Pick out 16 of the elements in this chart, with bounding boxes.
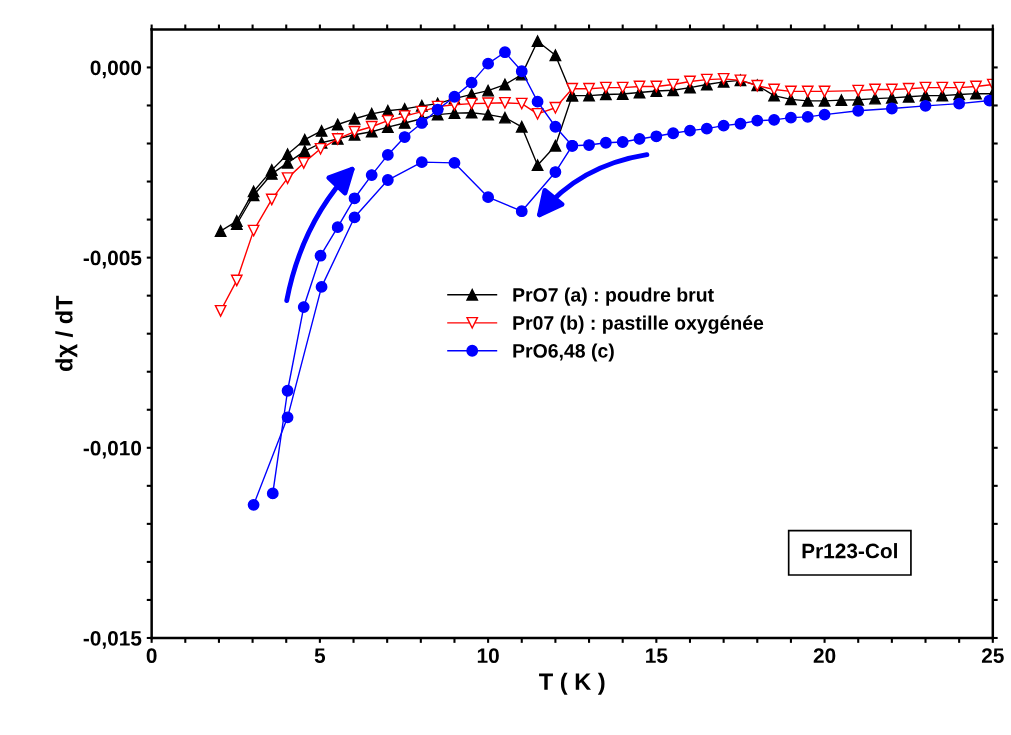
x-tick-label: 5 <box>314 648 326 663</box>
y-tick-label: -0,005 <box>83 250 142 269</box>
y-tick-label: -0,010 <box>83 440 142 459</box>
x-axis-title: T ( K ) <box>539 672 605 695</box>
x-tick-label: 20 <box>813 648 836 663</box>
x-tick-label: 25 <box>981 648 1004 663</box>
y-tick-label: 0,000 <box>90 60 142 79</box>
y-axis-title: dχ / dT <box>55 295 78 371</box>
x-tick-label: 10 <box>477 648 499 663</box>
legend-label: PrO7 (a) : poudre brut <box>513 287 714 306</box>
x-tick-label: 0 <box>146 648 157 663</box>
legend-label: PrO6,48 (c) <box>513 343 614 362</box>
x-tick-label: 15 <box>646 648 668 663</box>
annotation: Pr123-Col <box>802 543 897 559</box>
legend-label: Pr07 (b) : pastille oxygénée <box>513 315 764 334</box>
y-tick-label: -0,015 <box>83 630 142 649</box>
